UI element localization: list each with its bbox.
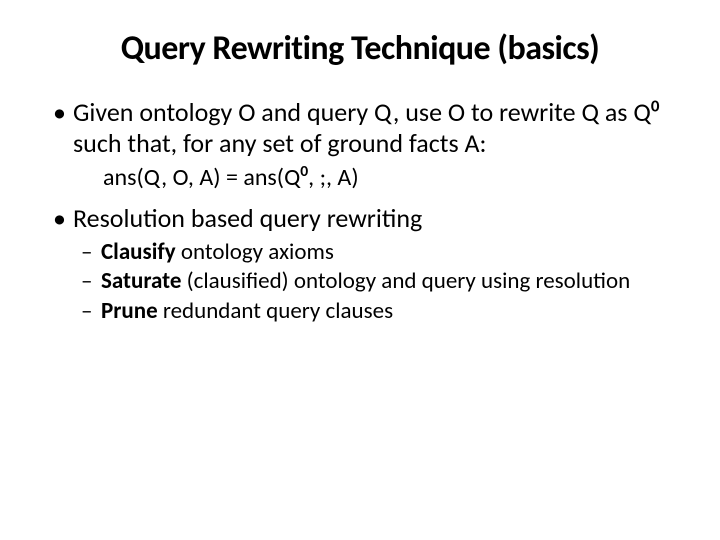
dash-icon: – (81, 268, 101, 295)
sup-zero: 0 (651, 95, 660, 116)
keyword-clausify: Clausify (101, 238, 176, 266)
var-Q: Q (144, 163, 161, 192)
text: ontology axioms (176, 238, 334, 266)
bullet-item-2: •Resolution based query rewriting (45, 203, 675, 234)
keyword-prune: Prune (101, 297, 158, 325)
text: to rewrite (465, 96, 581, 128)
var-O: O (238, 96, 255, 128)
text: , (326, 163, 337, 192)
text: , (308, 163, 319, 192)
text: redundant query clauses (158, 297, 393, 325)
dash-icon: – (81, 239, 101, 266)
text: , (188, 163, 199, 192)
sub-item-1: –Clausify ontology axioms (45, 239, 675, 266)
text: ) (351, 163, 358, 192)
text: and query (255, 96, 374, 128)
var-O: O (173, 163, 188, 192)
dash-icon: – (81, 298, 101, 325)
text: , use (393, 96, 448, 128)
text: such that, for any set of ground facts (73, 127, 465, 159)
sup-zero: 0 (300, 162, 308, 181)
slide: Query Rewriting Technique (basics) •Give… (0, 0, 720, 540)
sub-item-3: –Prune redundant query clauses (45, 298, 675, 325)
text: ans( (103, 163, 144, 192)
keyword-saturate: Saturate (101, 267, 181, 295)
equation-line: ans(Q, O, A) = ans(Q0, ;, A) (45, 164, 675, 192)
slide-body: •Given ontology O and query Q, use O to … (45, 97, 675, 325)
var-A: A (465, 127, 480, 159)
text: ) = ans( (213, 163, 284, 192)
slide-title: Query Rewriting Technique (basics) (45, 28, 675, 69)
var-A: A (337, 163, 351, 192)
bullet-icon: • (53, 97, 73, 128)
var-Q0: Q (633, 96, 651, 128)
text: : (480, 127, 487, 159)
bullet-item-1: •Given ontology O and query Q, use O to … (45, 97, 675, 158)
var-Q: Q (581, 96, 599, 128)
var-Q: Q (374, 96, 393, 128)
var-O: O (448, 96, 465, 128)
var-A: A (199, 163, 213, 192)
text: as (599, 96, 633, 128)
var-Q0: Q (284, 163, 300, 192)
text: Resolution based query rewriting (73, 202, 422, 234)
text: , (161, 163, 172, 192)
sub-item-2: –Saturate (clausified) ontology and quer… (45, 268, 675, 295)
text: (clausified) ontology and query using re… (181, 267, 630, 295)
text: Given ontology (73, 96, 238, 128)
bullet-icon: • (53, 203, 73, 234)
